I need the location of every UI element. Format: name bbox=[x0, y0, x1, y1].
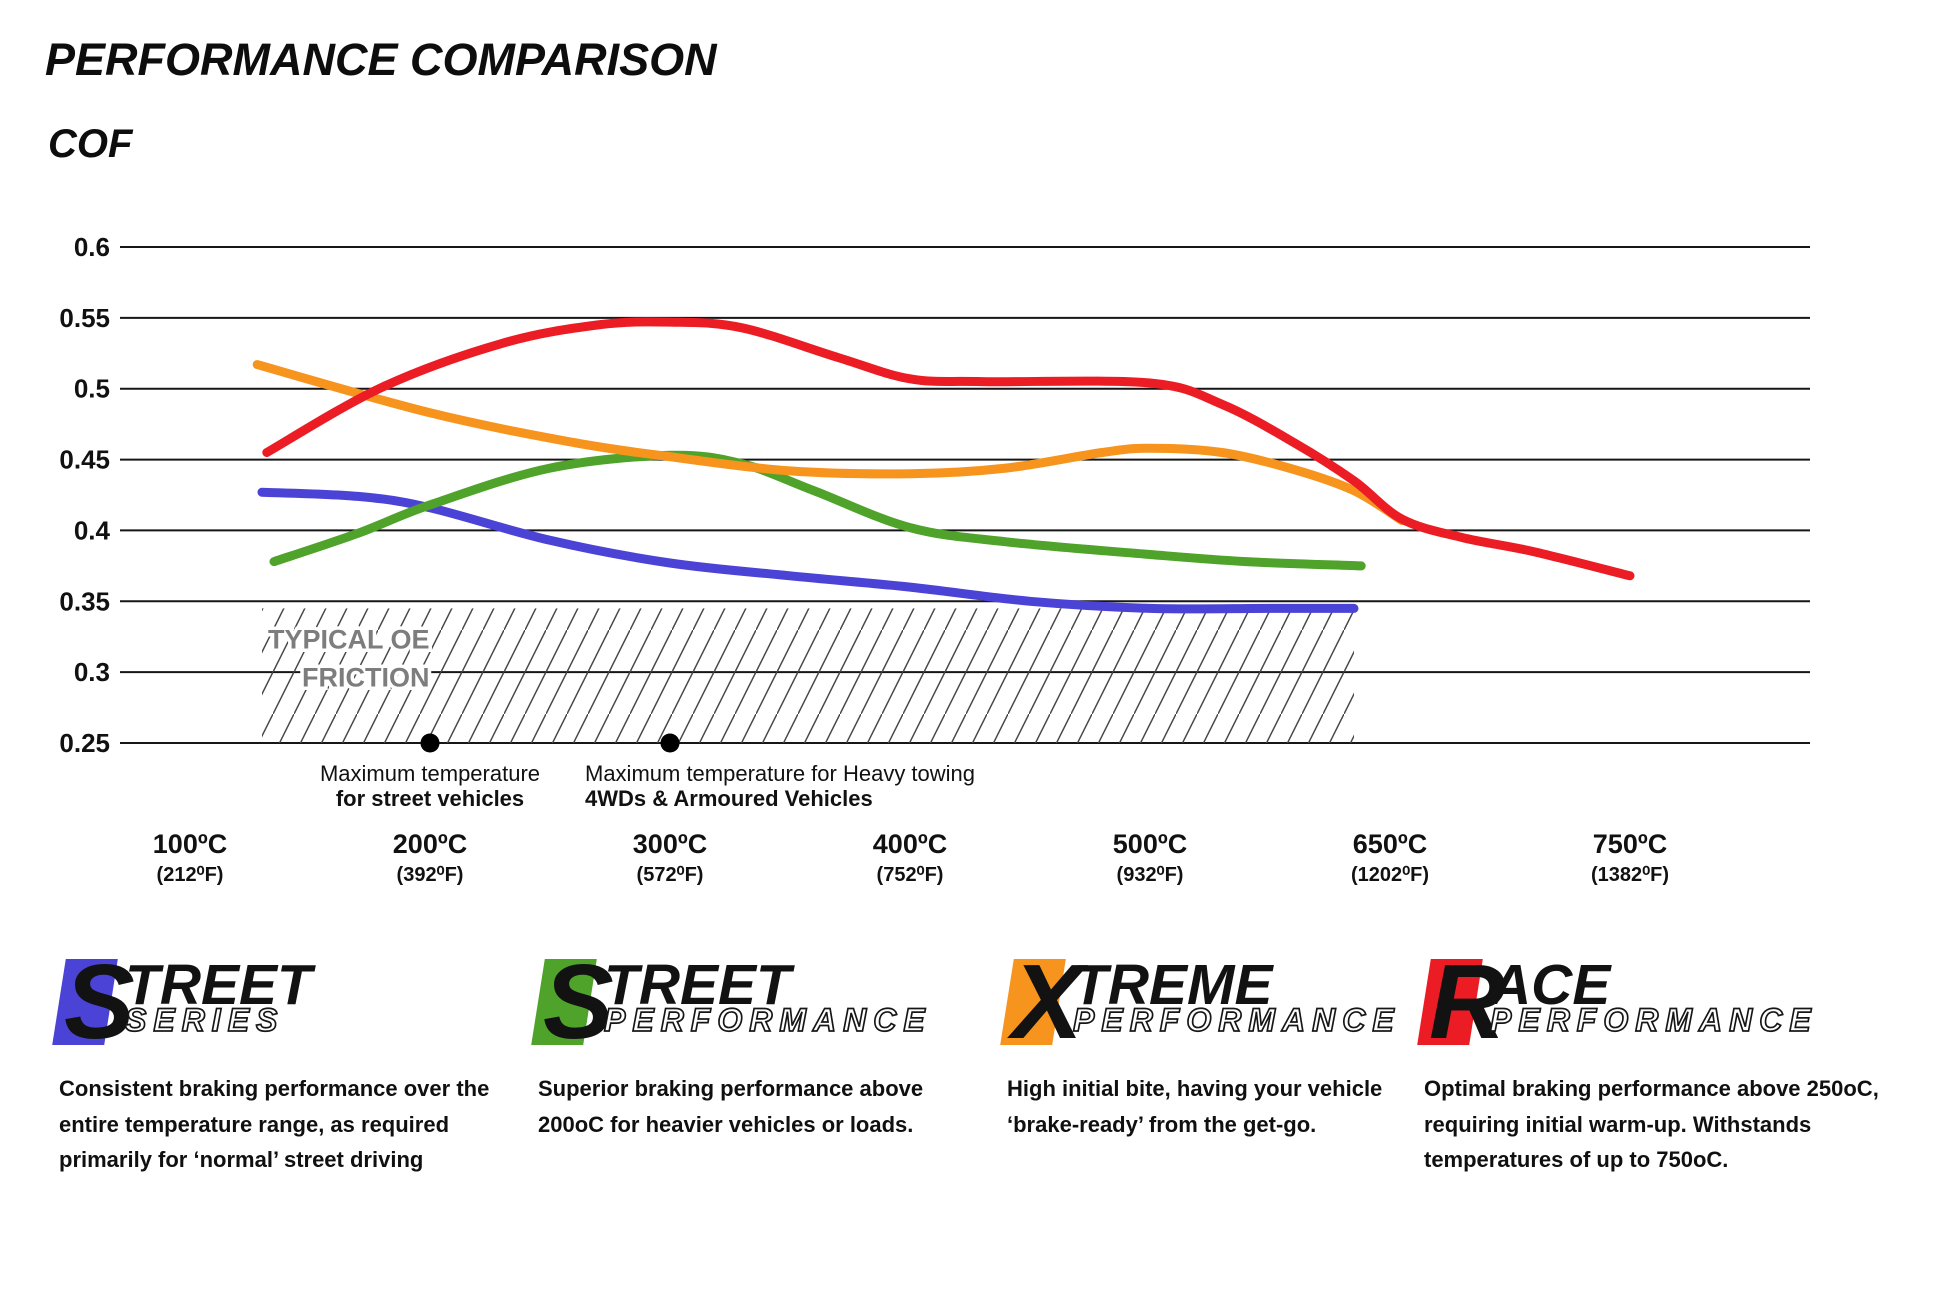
x-tick-label: 100ºC bbox=[153, 829, 227, 859]
legend-description: Optimal braking performance above 250oC,… bbox=[1424, 1076, 1879, 1173]
x-tick-sublabel: (212⁰F) bbox=[157, 864, 224, 886]
x-tick-label: 200ºC bbox=[393, 829, 467, 859]
legend-item-street-series: S TREET SERIES Consistent braking perfor… bbox=[52, 949, 511, 1178]
y-tick-label: 0.3 bbox=[74, 657, 110, 687]
series-street-performance-line bbox=[269, 450, 1366, 571]
y-tick-label: 0.45 bbox=[59, 445, 110, 475]
y-axis-title: COF bbox=[48, 122, 133, 166]
annotation-line1: Maximum temperature for Heavy towing bbox=[585, 761, 975, 786]
oe-friction-label-line1: TYPICAL OE bbox=[268, 624, 430, 654]
performance-chart: 0.6 0.55 0.5 0.45 0.4 0.35 0.3 0.25 TYPICAL OE FR… bbox=[59, 232, 1810, 886]
logo-initial: X bbox=[1012, 943, 1083, 1061]
logo-subword: PERFORMANCE bbox=[603, 1002, 932, 1038]
x-tick-sublabel: (572⁰F) bbox=[637, 864, 704, 886]
x-tick-label: 400ºC bbox=[873, 829, 947, 859]
logo-initial: S bbox=[543, 943, 614, 1061]
max-temp-dot-2 bbox=[660, 733, 680, 753]
legend-item-race-performance: R ACE PERFORMANCE Optimal braking perfor… bbox=[1417, 949, 1902, 1178]
x-tick-label: 750ºC bbox=[1593, 829, 1667, 859]
x-tick-label: 500ºC bbox=[1113, 829, 1187, 859]
legend-description: High initial bite, having your vehicle ‘… bbox=[1007, 1076, 1383, 1137]
logo-subword: SERIES bbox=[124, 1002, 285, 1038]
y-tick-label: 0.55 bbox=[59, 303, 110, 333]
logo-initial: S bbox=[64, 943, 135, 1061]
logo-word: ACE bbox=[1490, 953, 1611, 1017]
street-performance-logo: S TREET PERFORMANCE bbox=[531, 949, 990, 1063]
annotation-line2: 4WDs & Armoured Vehicles bbox=[585, 786, 873, 811]
y-tick-label: 0.35 bbox=[59, 586, 110, 616]
logo-subword: PERFORMANCE bbox=[1072, 1002, 1401, 1038]
logo-word: TREME bbox=[1073, 953, 1273, 1017]
x-tick-sublabel: (392⁰F) bbox=[397, 864, 464, 886]
race-performance-logo: R ACE PERFORMANCE bbox=[1417, 949, 1902, 1063]
y-tick-label: 0.5 bbox=[74, 374, 110, 404]
x-tick-sublabel: (932⁰F) bbox=[1117, 864, 1184, 886]
legend-description: Superior braking performance above 200oC… bbox=[538, 1076, 924, 1137]
oe-friction-label-line2: FRICTION bbox=[302, 662, 430, 692]
logo-subword: PERFORMANCE bbox=[1489, 1002, 1818, 1038]
annotation-line1: Maximum temperature bbox=[320, 761, 540, 786]
max-temp-dot-1 bbox=[420, 733, 440, 753]
series-race-performance-line bbox=[262, 317, 1635, 581]
legend-item-street-performance: S TREET PERFORMANCE Superior braking per… bbox=[531, 949, 990, 1142]
legend-item-xtreme-performance: X TREME PERFORMANCE High initial bite, h… bbox=[1000, 949, 1437, 1142]
logo-initial: R bbox=[1429, 943, 1506, 1061]
y-tick-label: 0.25 bbox=[59, 728, 110, 758]
x-tick-label: 650ºC bbox=[1353, 829, 1427, 859]
page-title: PERFORMANCE COMPARISON bbox=[45, 34, 717, 85]
x-tick-sublabel: (752⁰F) bbox=[877, 864, 944, 886]
xtreme-performance-logo: X TREME PERFORMANCE bbox=[1000, 949, 1437, 1063]
series-xtreme-performance-line bbox=[252, 360, 1407, 525]
oe-friction-band bbox=[262, 608, 1354, 743]
logo-word: TREET bbox=[125, 953, 312, 1017]
x-tick-sublabel: (1382⁰F) bbox=[1591, 864, 1669, 886]
y-tick-label: 0.6 bbox=[74, 232, 110, 262]
annotation-line2: for street vehicles bbox=[336, 786, 524, 811]
street-series-logo: S TREET SERIES bbox=[52, 949, 511, 1063]
y-tick-label: 0.4 bbox=[74, 515, 111, 545]
x-tick-label: 300ºC bbox=[633, 829, 707, 859]
x-tick-sublabel: (1202⁰F) bbox=[1351, 864, 1429, 886]
logo-word: TREET bbox=[604, 953, 791, 1017]
legend-description: Consistent braking performance over the … bbox=[59, 1076, 490, 1173]
